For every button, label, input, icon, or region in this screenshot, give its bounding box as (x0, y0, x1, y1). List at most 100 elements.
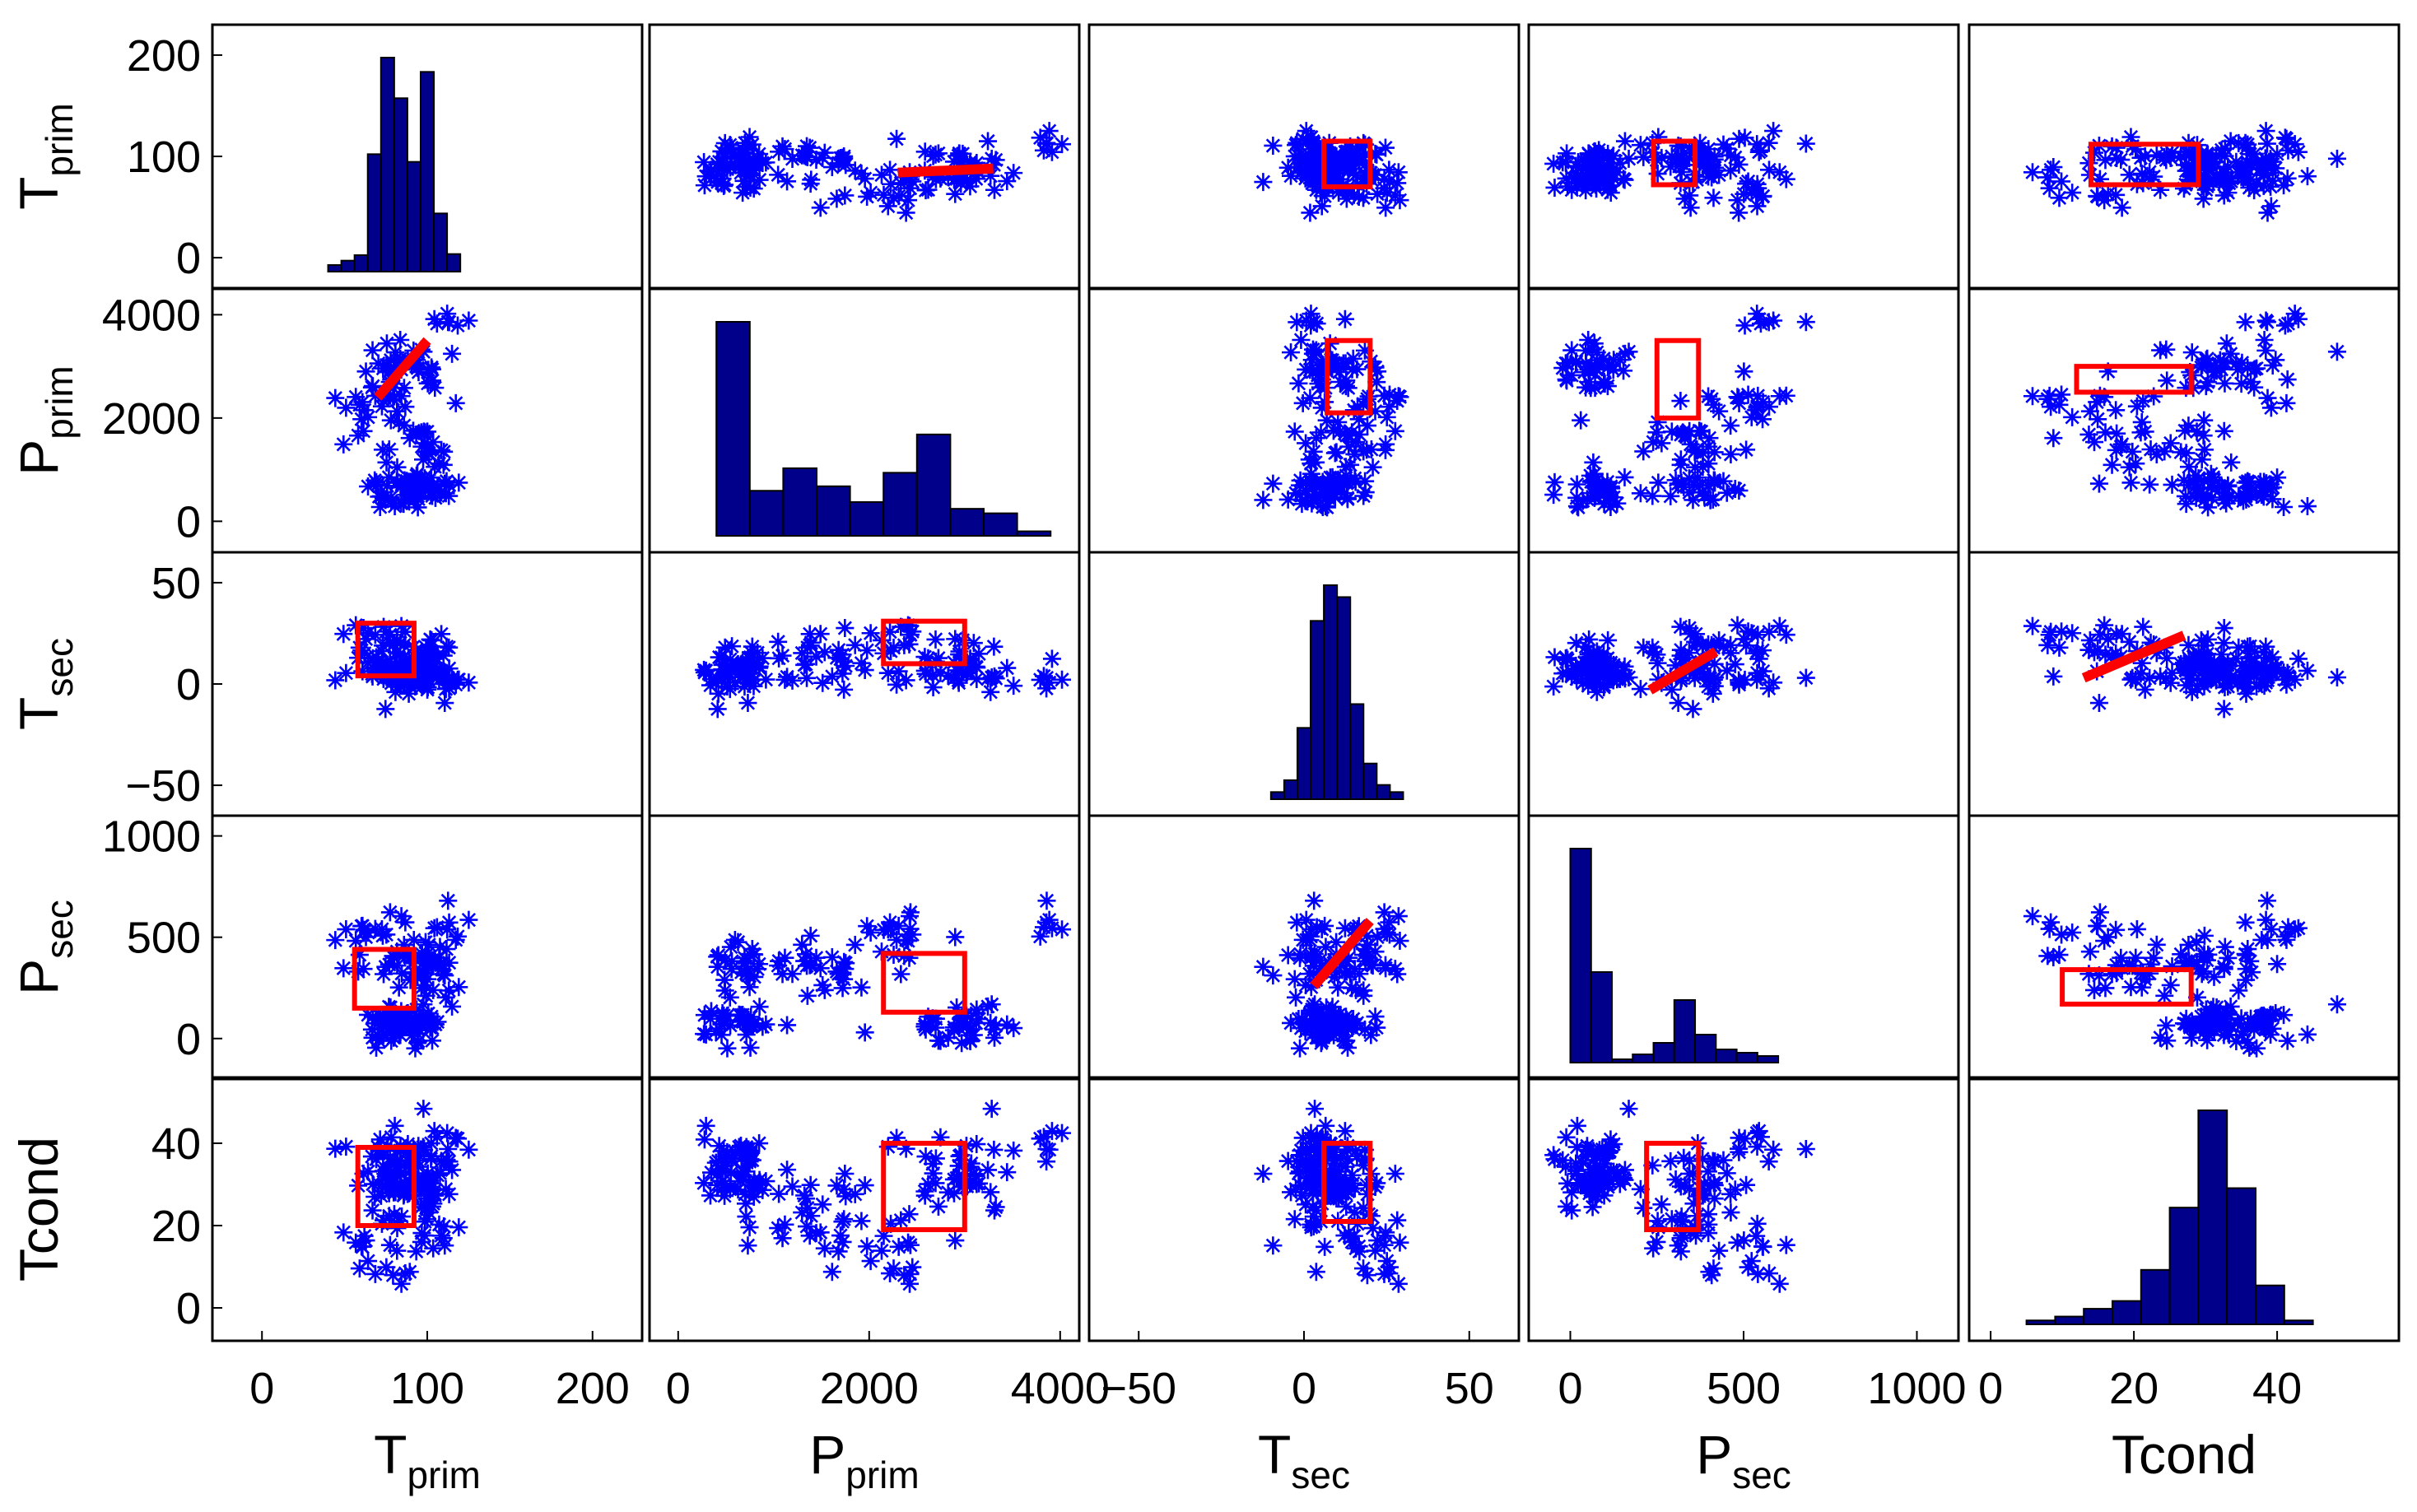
point-1-4-101 (2126, 454, 2145, 473)
point-4-2-138 (1325, 1162, 1344, 1181)
point-4-1-39 (985, 1201, 1004, 1220)
point-1-2-8 (1285, 422, 1304, 441)
point-1-0-130 (426, 458, 445, 477)
point-2-1-102 (1004, 677, 1023, 696)
point-3-2-11 (1291, 1039, 1310, 1058)
point-3-2-148 (1302, 945, 1320, 964)
point-2-4-42 (2134, 617, 2153, 636)
panel-4-4 (1968, 1076, 2401, 1342)
ytick-label-0-1: 100 (127, 133, 201, 182)
point-2-3-107 (1675, 649, 1694, 668)
point-1-4-150 (2112, 435, 2131, 454)
point-0-1-36 (1042, 142, 1061, 161)
point-4-0-112 (359, 1162, 378, 1181)
point-4-1-41 (882, 1214, 901, 1233)
point-2-4-27 (2090, 626, 2109, 644)
point-1-4-128 (2103, 455, 2121, 474)
point-0-1-155 (874, 185, 893, 204)
point-0-4-137 (2261, 177, 2280, 196)
point-1-0-26 (326, 388, 345, 407)
point-4-1-86 (923, 1154, 942, 1173)
point-3-2-3 (1307, 918, 1326, 937)
point-1-4-83 (2195, 491, 2214, 509)
point-3-1-118 (815, 980, 834, 999)
point-3-2-124 (1301, 1004, 1320, 1023)
point-1-3-132 (1648, 412, 1667, 431)
point-4-1-111 (836, 1164, 855, 1183)
point-4-3-148 (1704, 1174, 1723, 1193)
hist-bar-Pprim-7 (949, 508, 985, 537)
point-1-3-139 (1684, 475, 1703, 494)
point-2-0-130 (426, 649, 445, 668)
point-4-1-30 (900, 1205, 919, 1224)
point-4-2-54 (1318, 1186, 1337, 1205)
point-4-3-74 (1567, 1165, 1586, 1184)
point-1-4-18 (2095, 388, 2114, 407)
point-0-4-109 (2023, 163, 2042, 182)
point-1-3-130 (1693, 458, 1712, 477)
point-1-2-146 (1297, 311, 1316, 330)
hist-bar-Pprim-2 (782, 467, 818, 537)
point-2-3-93 (1721, 644, 1740, 663)
point-3-0-130 (426, 951, 445, 970)
point-2-3-139 (1684, 663, 1703, 682)
point-3-4-69 (2240, 1038, 2259, 1057)
point-3-1-71 (858, 917, 877, 936)
point-4-3-39 (1562, 1201, 1581, 1220)
point-3-2-116 (1306, 948, 1325, 966)
point-4-2-128 (1341, 1229, 1360, 1248)
point-1-2-158 (1287, 484, 1306, 503)
point-4-1-119 (1031, 1129, 1050, 1148)
point-3-2-73 (1297, 975, 1316, 994)
point-2-3-18 (1728, 616, 1747, 635)
point-4-1-102 (1004, 1141, 1023, 1160)
point-3-0-81 (440, 913, 459, 932)
point-2-0-88 (435, 694, 454, 713)
point-4-1-100 (732, 1148, 751, 1167)
point-3-2-153 (1316, 1025, 1335, 1044)
point-4-0-97 (431, 1164, 449, 1183)
point-3-4-145 (2237, 960, 2256, 979)
point-1-3-78 (1649, 473, 1668, 492)
point-3-1-149 (946, 928, 965, 947)
point-0-3-38 (1705, 147, 1724, 166)
point-1-4-95 (2201, 464, 2220, 483)
point-1-2-42 (1388, 392, 1407, 411)
point-4-1-12 (845, 1184, 864, 1203)
point-3-1-7 (895, 947, 914, 965)
point-3-1-68 (801, 926, 820, 945)
point-2-3-11 (1544, 677, 1563, 696)
point-1-3-109 (1770, 387, 1789, 406)
point-1-4-126 (2219, 476, 2238, 495)
point-1-2-26 (1301, 388, 1320, 407)
point-2-4-122 (2184, 648, 2203, 667)
point-3-2-123 (1367, 1018, 1386, 1037)
point-2-4-118 (2084, 643, 2103, 662)
point-0-1-12 (845, 161, 864, 180)
point-2-1-138 (713, 655, 732, 674)
point-3-4-117 (2042, 913, 2061, 932)
point-3-4-7 (2038, 947, 2057, 965)
point-2-4-12 (2179, 635, 2198, 654)
point-1-4-136 (2192, 450, 2211, 469)
ylabel-Tprim: Tprim (8, 103, 81, 210)
point-3-4-120 (2241, 951, 2260, 970)
point-3-4-76 (2234, 1021, 2252, 1040)
point-0-4-142 (2245, 181, 2264, 200)
xlabel-Tsec: Tsec (1258, 1424, 1350, 1496)
point-2-1-132 (852, 654, 871, 672)
point-3-4-109 (2023, 907, 2042, 926)
point-4-3-18 (1728, 1233, 1747, 1252)
point-1-2-73 (1297, 434, 1316, 453)
point-3-2-69 (1339, 1038, 1358, 1057)
point-0-3-129 (1569, 152, 1588, 171)
point-2-1-87 (709, 684, 728, 703)
point-1-0-110 (381, 411, 400, 430)
panel-2-4 (1968, 551, 2401, 817)
point-1-0-98 (417, 442, 435, 461)
point-2-3-38 (1705, 654, 1724, 673)
point-0-3-111 (1680, 186, 1699, 205)
point-3-0-91 (412, 948, 431, 967)
xtick-label-1-2: 4000 (1011, 1364, 1110, 1413)
point-2-3-98 (1634, 638, 1653, 657)
